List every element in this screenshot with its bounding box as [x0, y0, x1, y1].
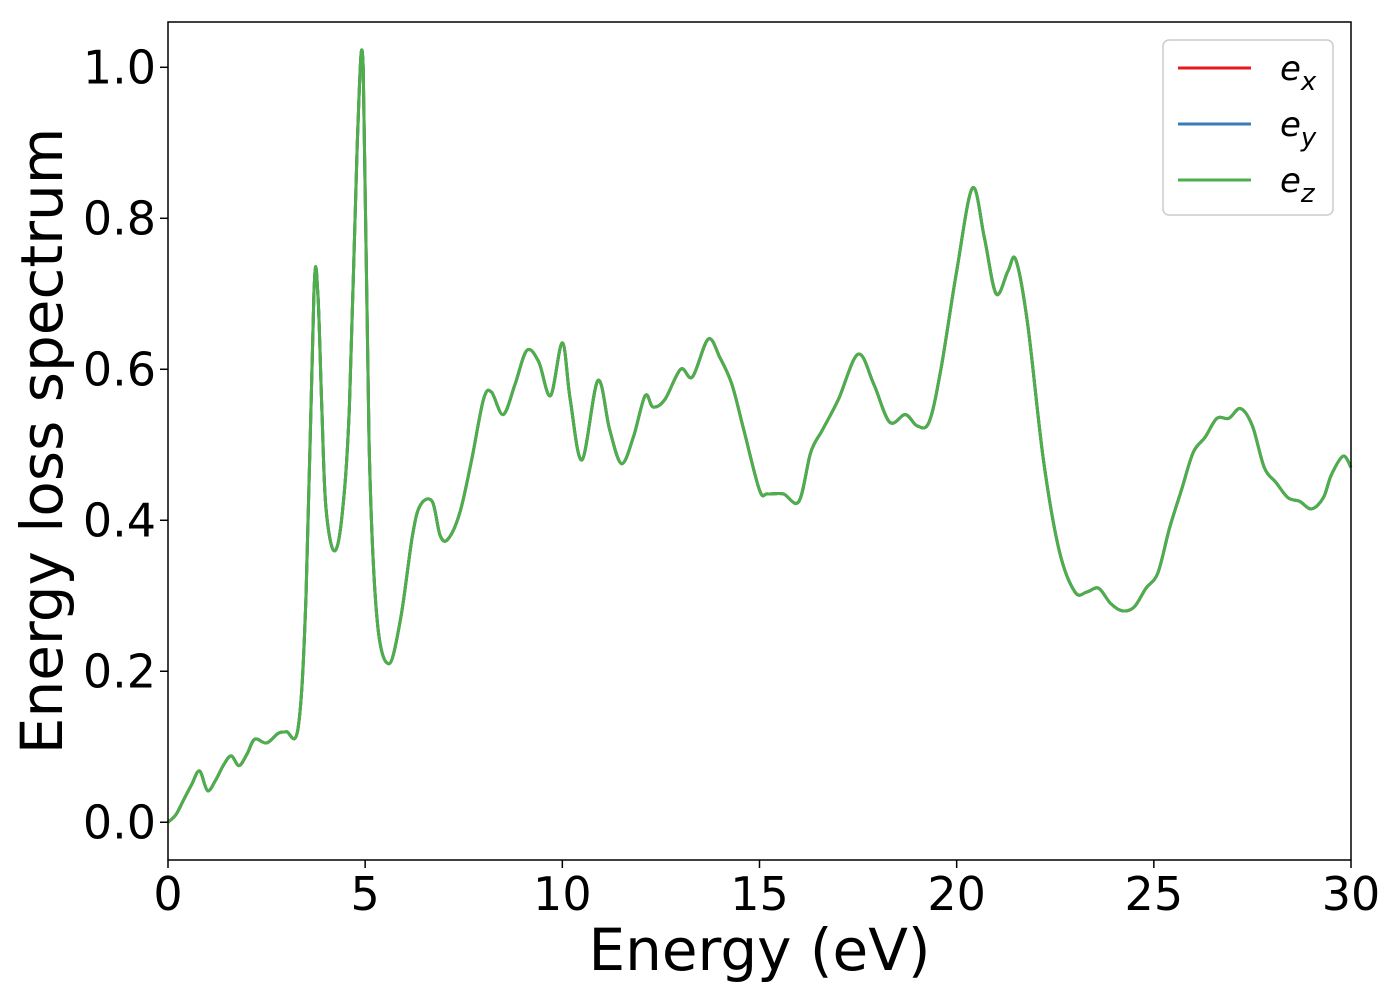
legend: ex ey ez [1162, 39, 1334, 216]
y-tick-label: 0.0 [83, 795, 156, 849]
y-tick-label: 0.4 [83, 493, 156, 547]
y-tick-label: 0.8 [83, 191, 156, 245]
x-tick-label: 25 [1125, 867, 1184, 921]
y-tick-label: 0.2 [83, 644, 156, 698]
legend-label-e-z: ez [1280, 161, 1316, 209]
x-axis-label: Energy (eV) [588, 916, 930, 984]
legend-box [1162, 39, 1334, 216]
x-tick-label: 20 [927, 867, 986, 921]
legend-label-e-y: ey [1280, 105, 1317, 153]
y-axis-label: Energy loss spectrum [8, 128, 76, 754]
x-tick-label: 30 [1322, 867, 1381, 921]
y-tick-label: 1.0 [83, 40, 156, 94]
series-layer [166, 48, 1353, 824]
x-tick-label: 10 [533, 867, 592, 921]
x-tick-label: 15 [730, 867, 789, 921]
legend-label-e-x: ex [1280, 49, 1317, 97]
y-tick-label: 0.6 [83, 342, 156, 396]
x-tick-label: 0 [153, 867, 182, 921]
x-tick-label: 5 [351, 867, 380, 921]
x-axis-ticks: 0 5 10 15 20 25 30 [153, 860, 1380, 921]
series-line-e-z [166, 48, 1353, 824]
y-axis-ticks: 0.0 0.2 0.4 0.6 0.8 1.0 [83, 40, 168, 849]
